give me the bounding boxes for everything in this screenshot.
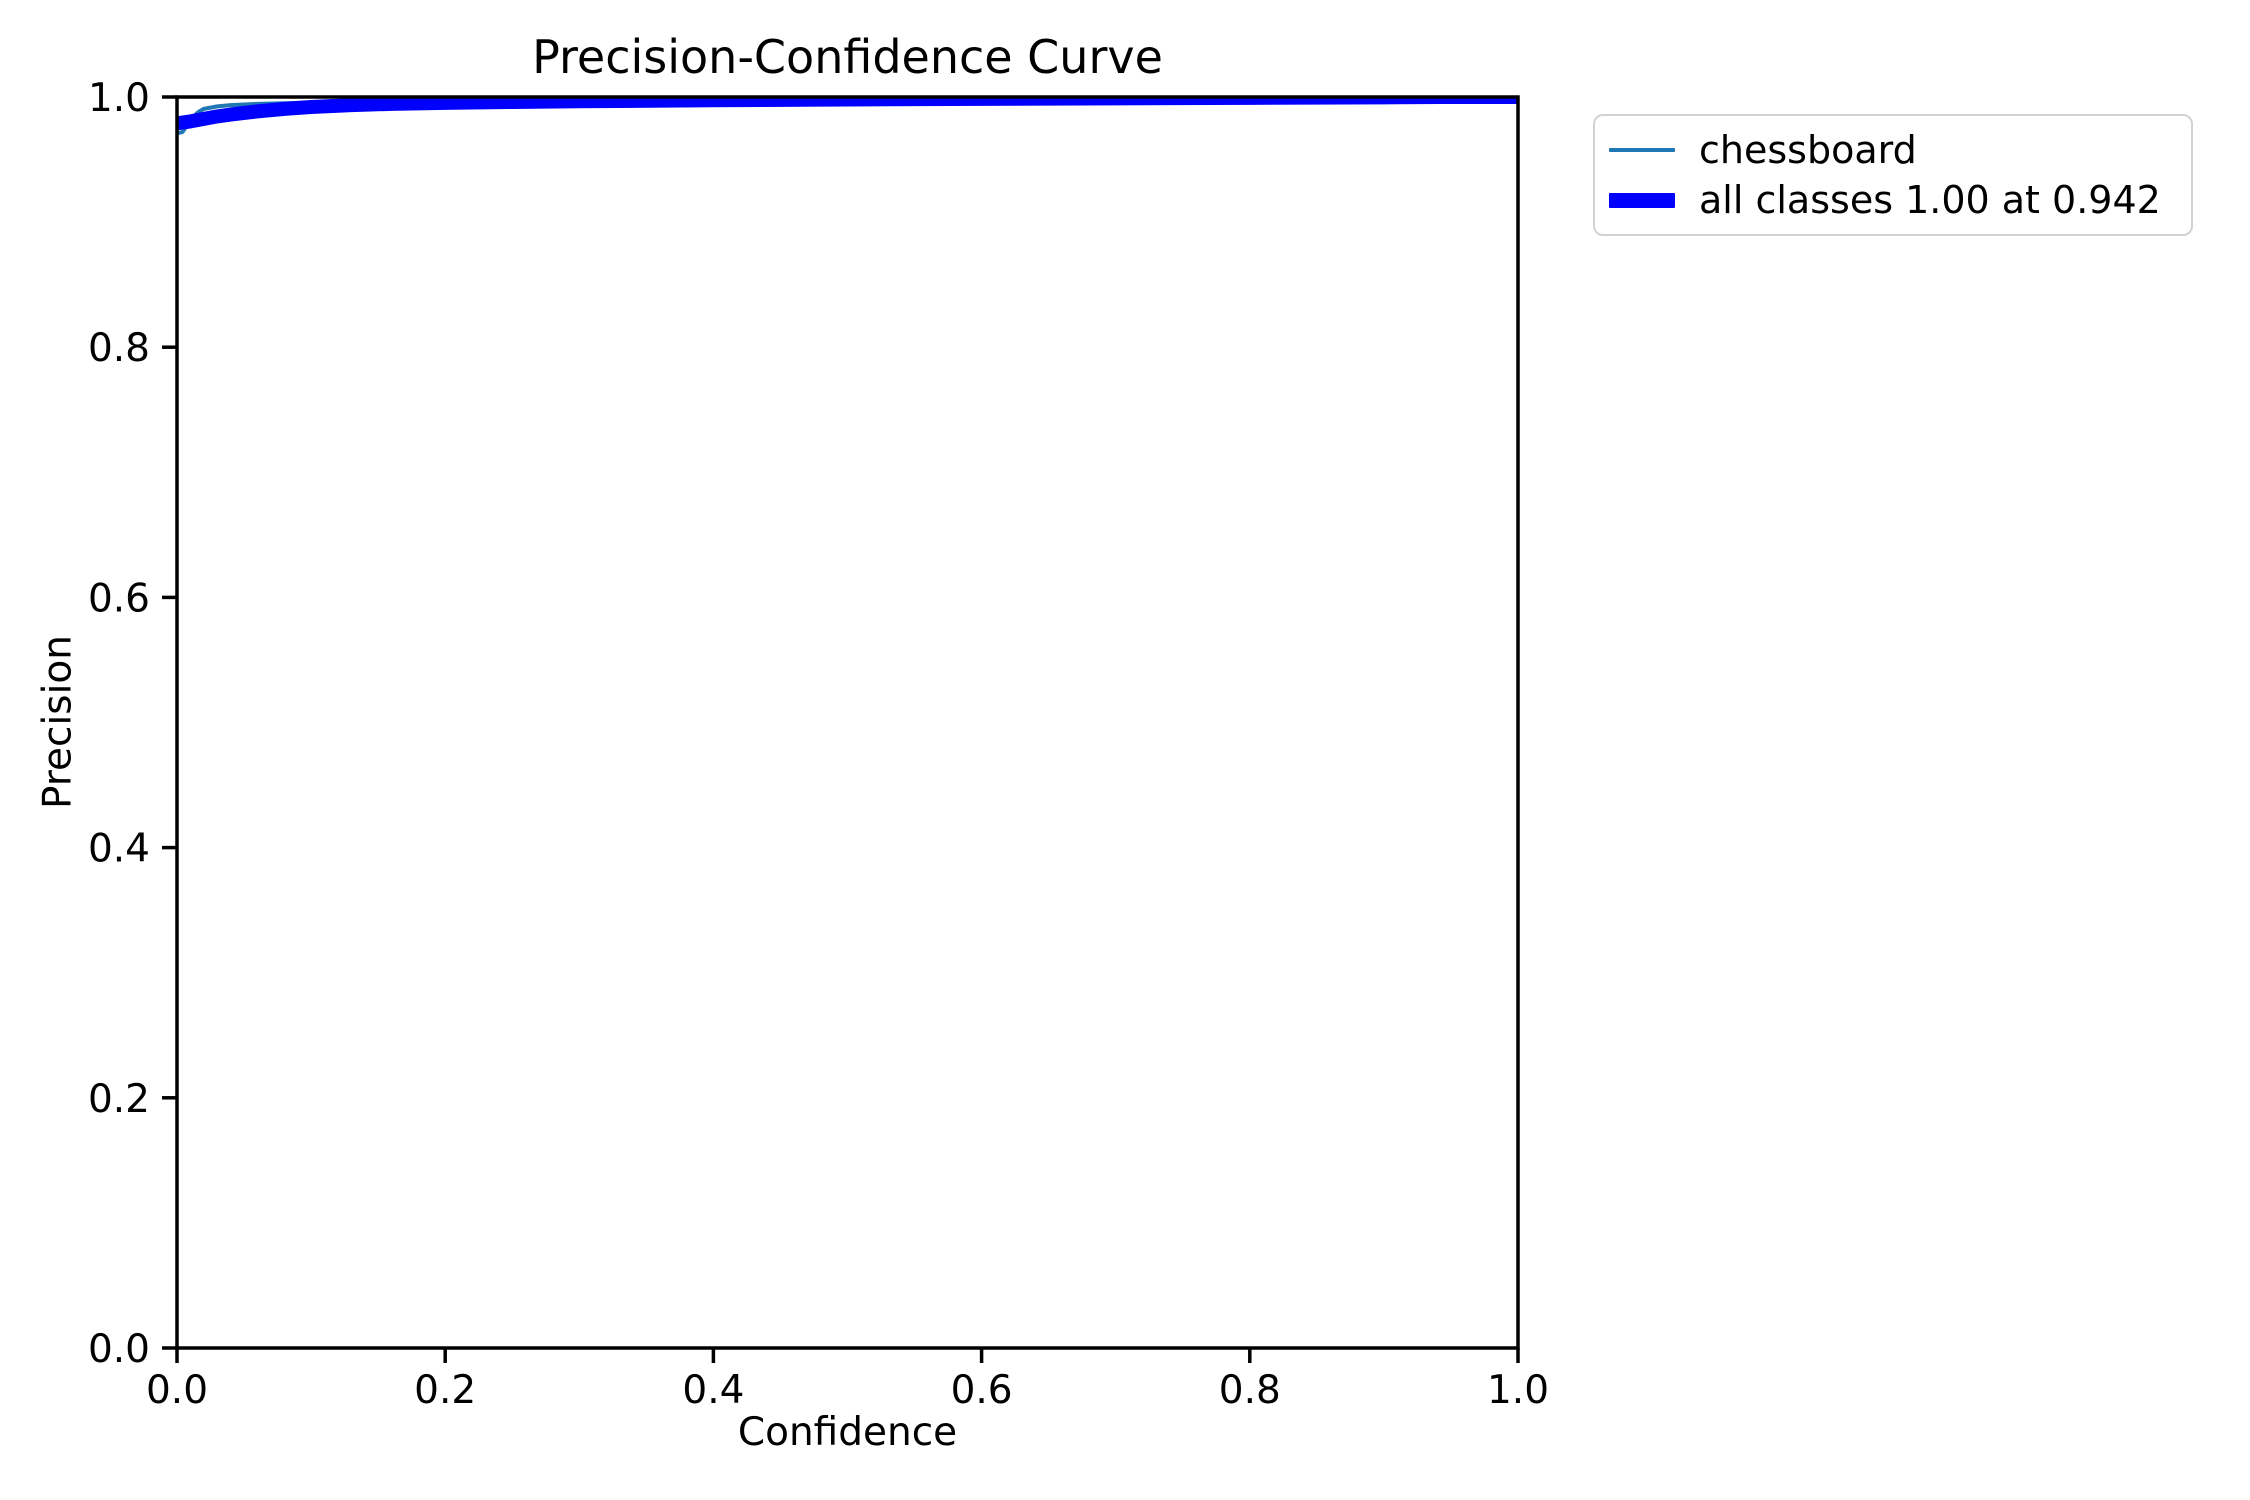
legend: chessboard all classes 1.00 at 0.942 — [1593, 114, 2193, 236]
y-axis-label: Precision — [35, 634, 81, 810]
y-tick-label: 0.6 — [88, 576, 150, 621]
legend-label-chessboard: chessboard — [1699, 128, 1917, 172]
x-tick-label: 1.0 — [1487, 1368, 1549, 1413]
legend-line-chessboard — [1609, 147, 1675, 153]
legend-label-all-classes: all classes 1.00 at 0.942 — [1699, 178, 2161, 222]
y-tick-label: 0.8 — [88, 326, 150, 371]
x-tick-label: 0.8 — [1219, 1368, 1281, 1413]
chart-title: Precision-Confidence Curve — [532, 30, 1163, 84]
y-tick-label: 0.0 — [88, 1327, 150, 1372]
x-tick-label: 0.2 — [414, 1368, 476, 1413]
series-line-all-classes — [177, 97, 1518, 131]
y-tick-label: 0.4 — [88, 827, 150, 872]
x-tick-label: 0.4 — [682, 1368, 744, 1413]
legend-item-all-classes: all classes 1.00 at 0.942 — [1609, 177, 2177, 223]
plot-border — [175, 95, 1520, 1350]
x-tick-label: 0.0 — [146, 1368, 208, 1413]
legend-line-all-classes — [1609, 192, 1675, 208]
y-tick-label: 1.0 — [88, 76, 150, 121]
x-axis-label: Confidence — [737, 1410, 958, 1455]
y-tick-label: 0.2 — [88, 1077, 150, 1122]
legend-line-swatch-thin — [1609, 147, 1675, 153]
legend-line-swatch-thick — [1609, 192, 1675, 208]
legend-item-chessboard: chessboard — [1609, 127, 2177, 173]
x-tick-label: 0.6 — [951, 1368, 1013, 1413]
